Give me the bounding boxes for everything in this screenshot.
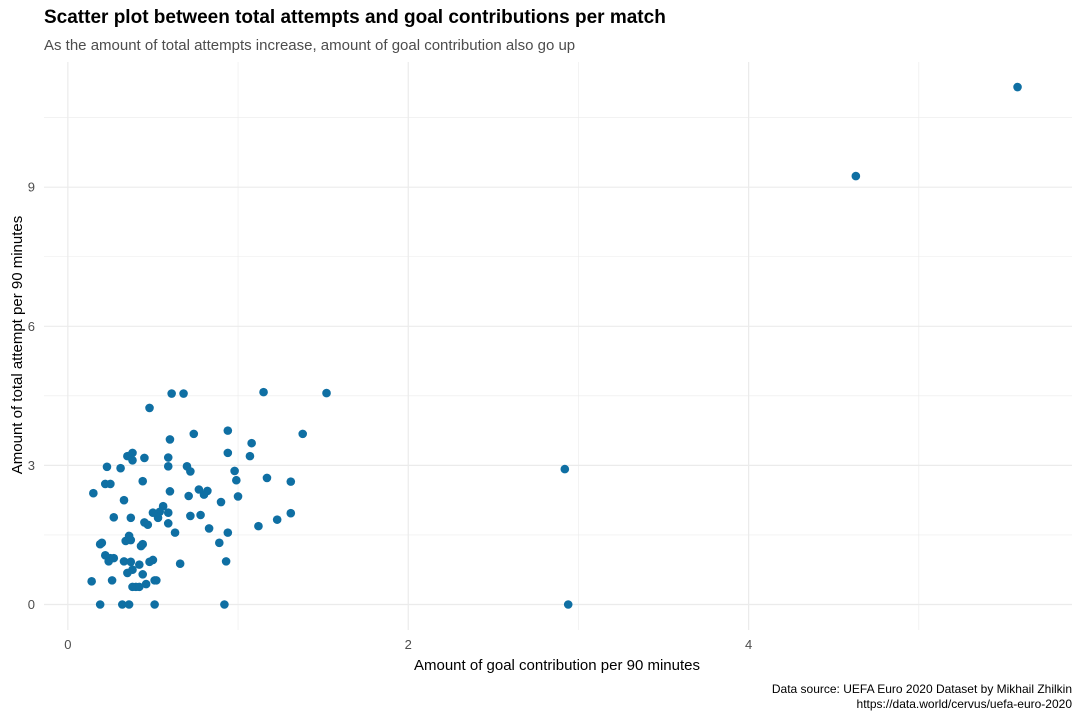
data-point <box>126 513 136 523</box>
data-point <box>165 487 175 496</box>
data-point <box>220 600 229 609</box>
data-point <box>124 600 134 609</box>
chart-subtitle: As the amount of total attempts increase… <box>44 37 576 54</box>
data-point <box>163 453 173 462</box>
caption: Data source: UEFA Euro 2020 Dataset by M… <box>772 682 1072 712</box>
data-point <box>100 479 110 489</box>
data-point <box>109 553 119 563</box>
data-point <box>138 570 148 579</box>
data-point <box>189 429 199 439</box>
y-tick-label: 9 <box>28 180 35 195</box>
data-point <box>152 576 161 585</box>
data-point <box>123 568 132 578</box>
data-point <box>233 492 243 501</box>
data-point <box>136 541 146 551</box>
data-point <box>223 528 233 537</box>
x-tick-label: 4 <box>745 637 752 652</box>
data-point <box>272 515 282 524</box>
data-point <box>194 485 204 494</box>
data-point <box>126 557 136 567</box>
data-point <box>95 539 105 549</box>
data-point <box>245 451 255 461</box>
data-point <box>109 513 119 522</box>
caption-source: Data source: UEFA Euro 2020 Dataset by M… <box>771 682 1072 696</box>
data-point <box>119 557 129 566</box>
data-point <box>163 519 173 528</box>
data-point <box>179 389 188 398</box>
data-point <box>167 389 176 398</box>
data-point <box>184 491 193 501</box>
data-point <box>135 582 144 592</box>
caption-url: https://data.world/cervus/uefa-euro-2020 <box>856 697 1072 711</box>
data-point <box>1013 82 1022 92</box>
data-point <box>140 453 149 463</box>
data-point <box>170 528 180 537</box>
data-point <box>148 555 158 565</box>
data-point <box>126 535 136 545</box>
data-point <box>216 497 226 507</box>
chart-title: Scatter plot between total attempts and … <box>44 7 666 28</box>
data-point <box>148 508 158 517</box>
data-points <box>87 82 1022 609</box>
data-point <box>262 473 272 483</box>
x-axis-title: Amount of goal contribution per 90 minut… <box>414 657 700 674</box>
data-point <box>87 577 96 586</box>
y-tick-label: 0 <box>28 597 35 612</box>
data-point <box>150 600 159 609</box>
y-axis-title: Amount of total attempt per 90 minutes <box>9 216 26 474</box>
grid <box>44 62 1072 630</box>
y-tick-label: 3 <box>28 458 35 473</box>
data-point <box>223 448 233 458</box>
data-point <box>128 582 137 592</box>
data-point <box>286 508 296 518</box>
data-point <box>254 521 263 531</box>
data-point <box>232 475 241 485</box>
data-point <box>223 426 233 435</box>
data-point <box>89 488 98 498</box>
data-point <box>107 576 117 585</box>
axis-ticks: 0 2 4 0 3 6 9 <box>28 180 752 652</box>
data-point <box>102 462 112 472</box>
data-point <box>560 464 570 474</box>
data-point <box>563 600 573 609</box>
data-point <box>163 462 173 471</box>
data-point <box>182 462 192 471</box>
data-point <box>298 429 308 439</box>
data-point <box>247 438 256 448</box>
data-point <box>117 600 127 609</box>
y-tick-label: 6 <box>28 319 35 334</box>
data-point <box>116 463 125 473</box>
data-point <box>165 435 175 444</box>
data-point <box>851 171 861 181</box>
x-tick-label: 0 <box>64 637 71 652</box>
data-point <box>215 538 224 548</box>
data-point <box>145 403 154 413</box>
data-point <box>259 387 268 397</box>
data-point <box>95 600 105 609</box>
data-point <box>141 579 151 589</box>
data-point <box>204 524 214 533</box>
data-point <box>138 476 148 486</box>
data-point <box>221 557 231 566</box>
data-point <box>163 508 173 517</box>
data-point <box>123 451 132 461</box>
data-point <box>140 518 149 527</box>
data-point <box>119 495 129 505</box>
data-point <box>196 510 205 520</box>
data-point <box>230 466 239 476</box>
data-point <box>175 559 185 568</box>
x-tick-label: 2 <box>405 637 412 652</box>
data-point <box>135 560 144 569</box>
data-point <box>186 511 195 521</box>
data-point <box>286 477 296 486</box>
data-point <box>322 388 331 398</box>
